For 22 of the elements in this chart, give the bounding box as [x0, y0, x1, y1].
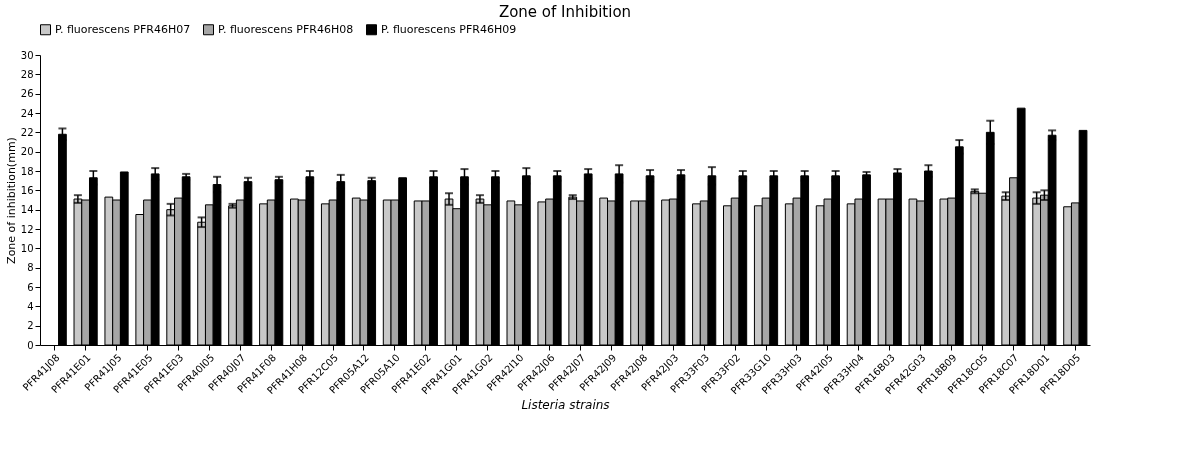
y-tick-label: 10 [20, 242, 34, 254]
y-tick-label: 2 [27, 320, 34, 332]
y-tick-label: 6 [27, 281, 34, 293]
y-tick-label: 24 [20, 107, 34, 119]
chart-title: Zone of Inhibition [498, 3, 632, 21]
legend-label: P. fluorescens PFR46H08 [218, 22, 354, 36]
y-tick-label: 4 [27, 300, 34, 312]
legend-label: P. fluorescens PFR46H07 [55, 22, 191, 36]
x-axis-title: Listeria strains [521, 398, 610, 413]
y-tick-label: 0 [27, 339, 34, 351]
y-tick-label: 18 [20, 165, 34, 177]
y-tick-label: 20 [20, 146, 34, 158]
y-tick-label: 16 [20, 184, 34, 196]
y-tick-label: 28 [20, 68, 34, 80]
y-tick-label: 14 [20, 204, 34, 216]
legend-label: P. fluorescens PFR46H09 [381, 22, 517, 36]
y-tick-label: 12 [20, 223, 34, 235]
y-tick-label: 8 [27, 262, 34, 274]
y-tick-label: 22 [20, 126, 34, 138]
y-tick-label: 26 [20, 88, 34, 100]
y-tick-label: 30 [20, 49, 34, 61]
y-axis-title: Zone of inhibition(mm) [4, 137, 18, 264]
